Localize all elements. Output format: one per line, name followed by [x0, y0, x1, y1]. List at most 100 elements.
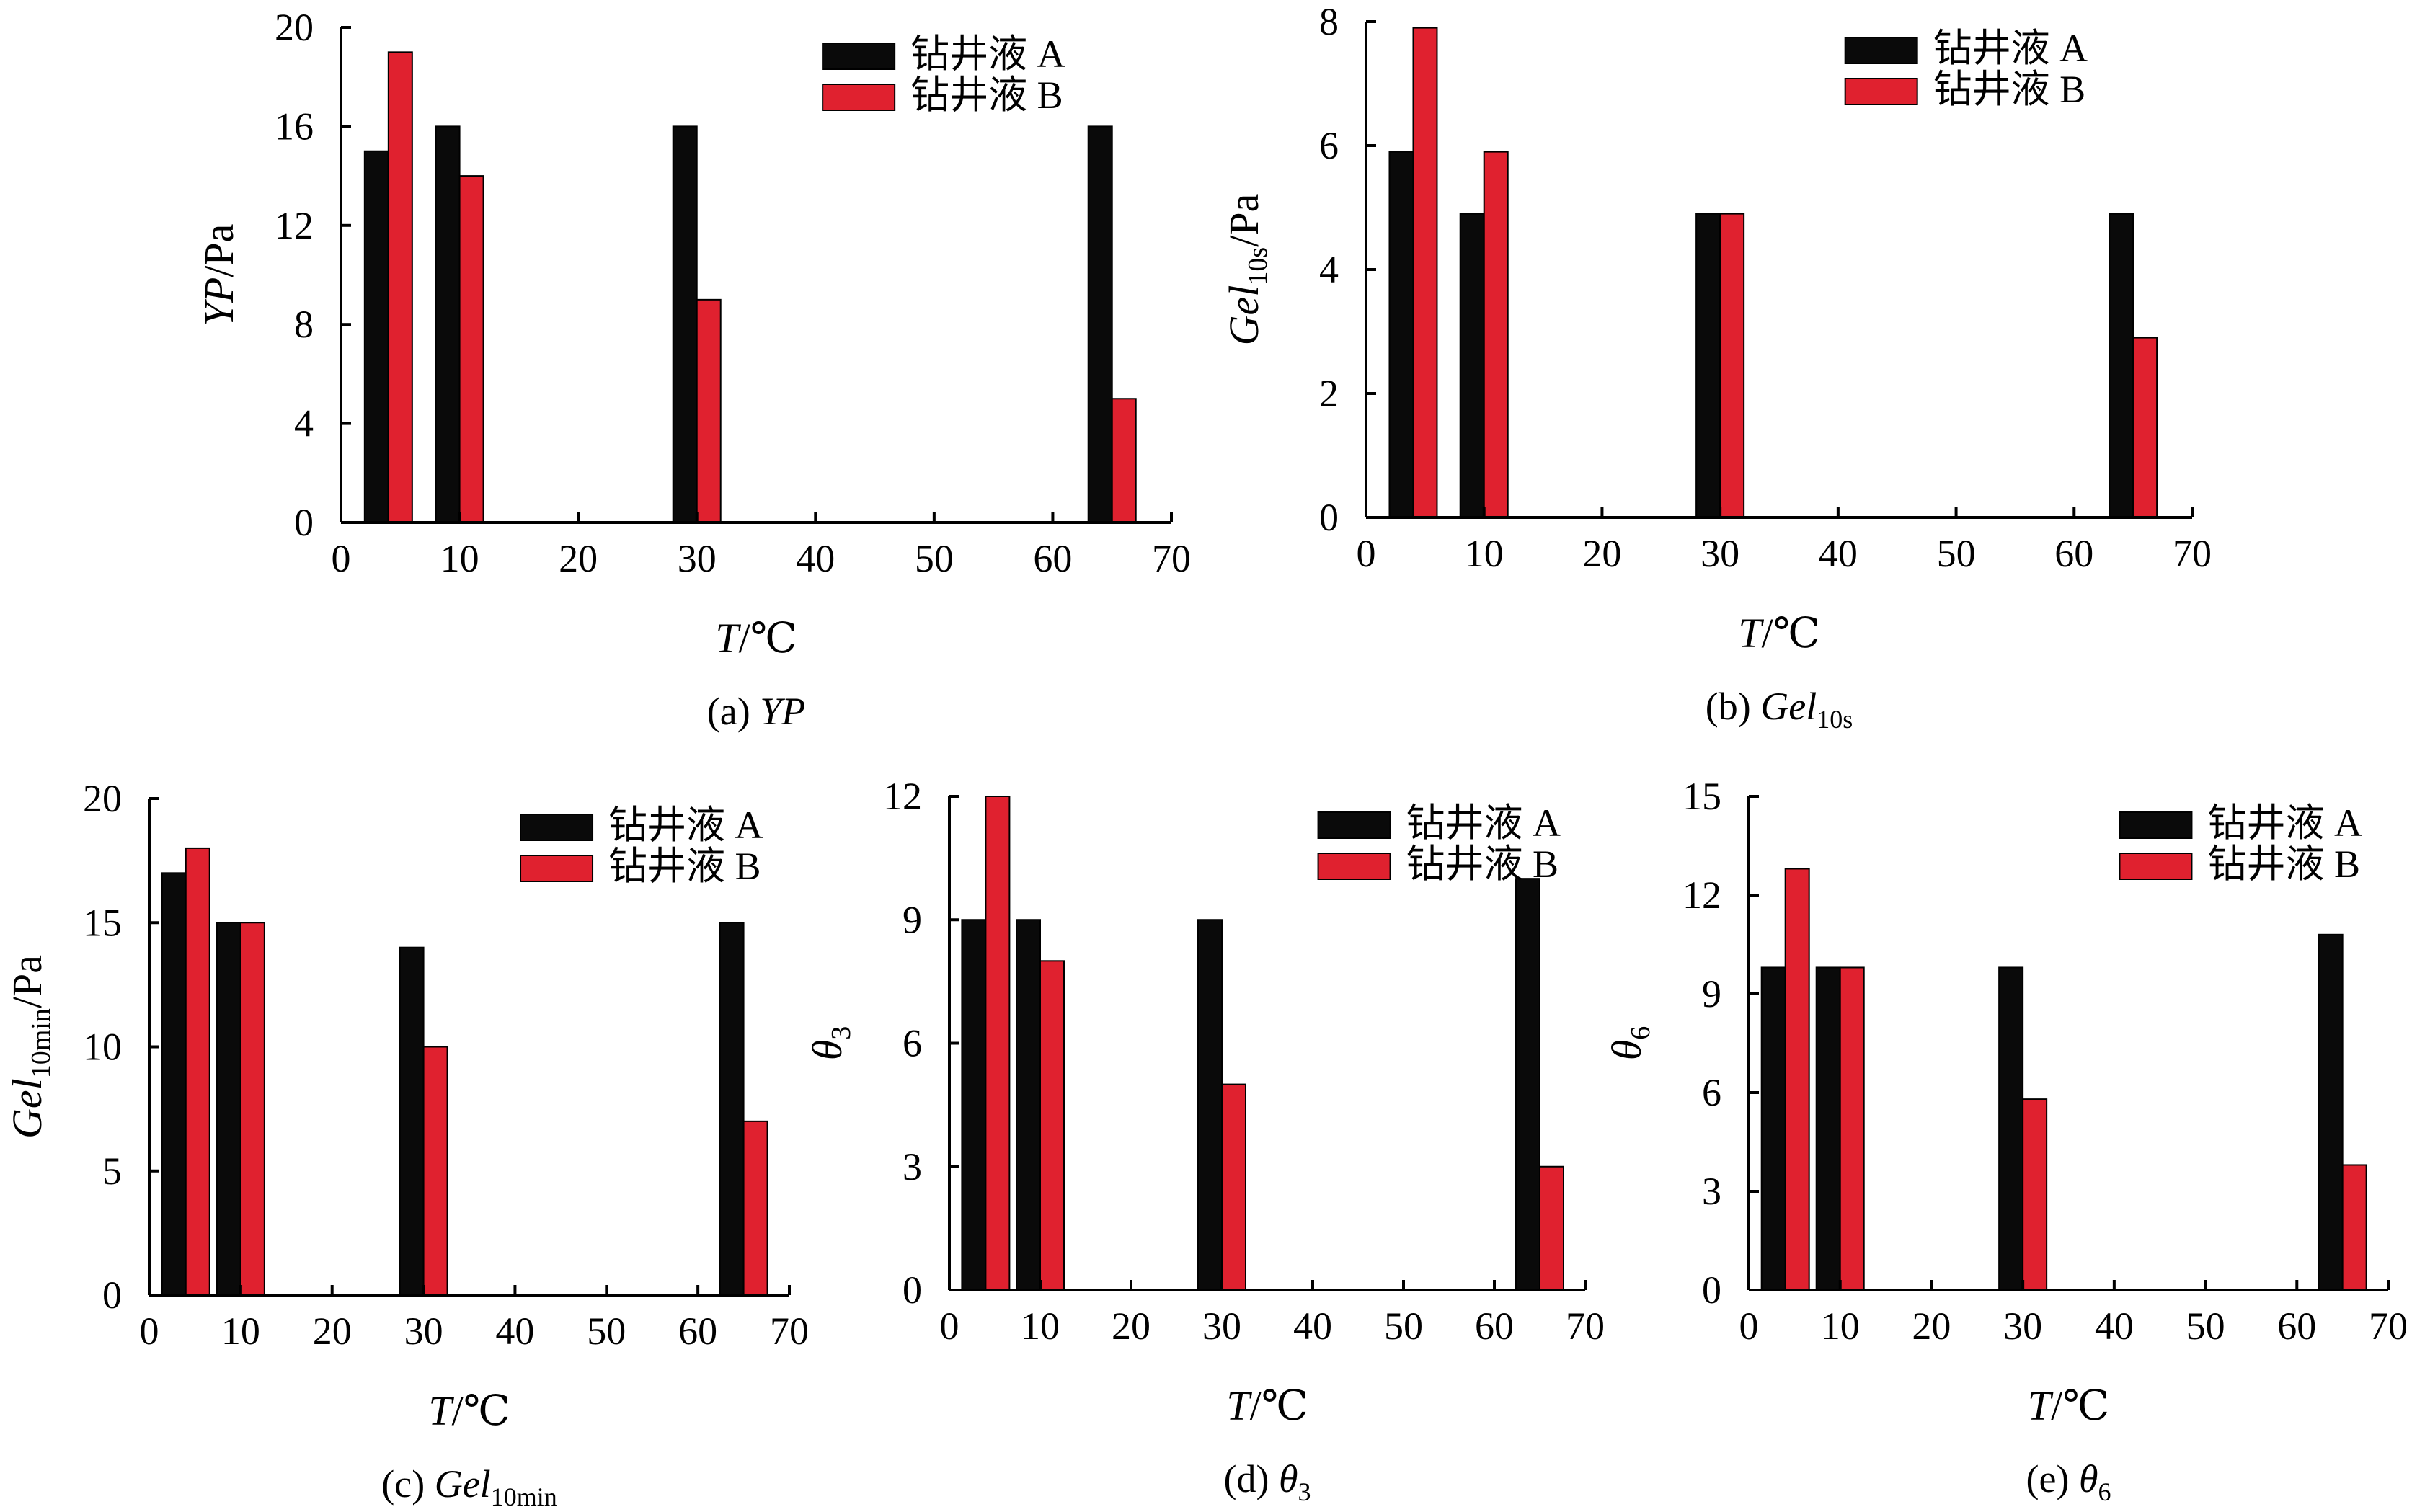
y-tick-label: 12: [883, 775, 922, 818]
y-tick-label: 6: [1702, 1071, 1721, 1114]
bar-b-0: [1412, 27, 1438, 519]
chart-caption: (d) θ3: [1224, 1457, 1311, 1506]
bar-b-2: [422, 1046, 448, 1296]
bar-b-1: [458, 175, 484, 523]
y-tick-label: 3: [903, 1145, 922, 1188]
x-tick-label: 20: [1582, 532, 1621, 575]
bar-b-0: [387, 51, 413, 524]
y-axis-label: θ6: [1603, 1026, 1656, 1061]
y-tick-label: 4: [294, 402, 314, 445]
bar-b-2: [1221, 1083, 1246, 1291]
y-tick-label: 8: [294, 303, 314, 346]
bar-b-2: [2022, 1098, 2048, 1291]
bar-b-3: [742, 1120, 768, 1296]
x-tick-label: 20: [559, 537, 598, 580]
x-tick-label: 30: [1202, 1304, 1241, 1348]
legend-label-a: 钻井液 A: [2207, 801, 2362, 845]
x-tick-label: 60: [2054, 532, 2093, 575]
bar-a-3: [719, 922, 745, 1296]
bar-a-0: [363, 150, 389, 523]
chart-panel-2: 0 10 20 30 40 50 60 70 0 2 4 6 8 T/℃ Gel10s/Pa (b) Gel1…: [1220, 0, 2212, 734]
y-tick-label: 20: [83, 777, 122, 820]
bar-b-2: [696, 298, 722, 523]
x-tick-label: 30: [404, 1309, 443, 1353]
x-tick-label: 0: [140, 1309, 159, 1353]
bar-a-3: [2109, 213, 2134, 518]
bar-a-1: [1459, 213, 1485, 518]
chart-panel-3: 0 10 20 30 40 50 60 70 0 5 10 15 20 T/℃ Gel10min/Pa (c)…: [4, 777, 809, 1511]
x-tick-label: 50: [1384, 1304, 1423, 1348]
y-tick-label: 8: [1319, 0, 1339, 43]
chart-panel-1: 0 10 20 30 40 50 60 70 0 4 8 12 16 20 T/℃ YP/Pa (a) YP 钻井…: [195, 6, 1191, 733]
legend-label-a: 钻井液 A: [1406, 801, 1561, 845]
bar-a-3: [1087, 125, 1113, 523]
x-tick-label: 30: [2003, 1304, 2042, 1348]
y-tick-label: 12: [1682, 873, 1721, 917]
bar-a-1: [1815, 966, 1841, 1291]
bar-a-0: [1388, 151, 1414, 518]
x-tick-label: 20: [1112, 1304, 1150, 1348]
y-axis-label: θ3: [804, 1026, 856, 1061]
bar-b-1: [1039, 960, 1065, 1291]
bar-b-3: [1111, 398, 1137, 523]
x-tick-label: 20: [1912, 1304, 1951, 1348]
bar-a-3: [1515, 878, 1540, 1291]
chart-panel-4: 0 10 20 30 40 50 60 70 0 3 6 9 12 T/℃ θ3 (d) θ3 钻井液 A钻井液…: [804, 775, 1605, 1506]
y-tick-label: 16: [275, 104, 314, 148]
bar-a-1: [1016, 919, 1041, 1291]
chart-caption: (b) Gel10s: [1706, 685, 1853, 734]
chart-panel-5: 0 10 20 30 40 50 60 70 0 3 6 9 12 15 T/℃ θ6 (e) θ6 钻井液 A钻…: [1603, 775, 2408, 1506]
bar-a-0: [961, 919, 987, 1291]
legend-swatch-a: [520, 814, 594, 841]
legend-swatch-a: [822, 43, 896, 70]
x-tick-label: 10: [1465, 532, 1504, 575]
bar-a-2: [672, 125, 698, 523]
x-tick-label: 10: [440, 537, 479, 580]
x-tick-label: 60: [2277, 1304, 2316, 1348]
y-axis-label: Gel10min/Pa: [4, 955, 56, 1139]
legend-swatch-b: [1317, 853, 1391, 880]
bar-a-0: [161, 872, 187, 1296]
y-tick-label: 0: [102, 1273, 122, 1317]
y-tick-label: 12: [275, 204, 314, 247]
bar-b-0: [985, 796, 1011, 1291]
x-tick-label: 40: [1819, 532, 1858, 575]
chart-caption: (a) YP: [707, 690, 805, 733]
chart-caption: (c) Gel10min: [381, 1462, 557, 1511]
y-axis-label: Gel10s/Pa: [1220, 194, 1273, 346]
legend-label-a: 钻井液 A: [910, 32, 1065, 76]
x-tick-label: 40: [796, 537, 835, 580]
legend-swatch-a: [1317, 811, 1391, 839]
legend-label-b: 钻井液 B: [910, 74, 1063, 117]
legend-label-b: 钻井液 B: [2207, 842, 2360, 886]
x-tick-label: 40: [1293, 1304, 1332, 1348]
x-axis-label: T/℃: [715, 615, 797, 662]
y-tick-label: 15: [1682, 775, 1721, 818]
y-tick-label: 0: [1319, 496, 1339, 539]
legend-label-a: 钻井液 A: [608, 804, 763, 847]
x-axis-label: T/℃: [428, 1387, 510, 1434]
x-tick-label: 50: [2186, 1304, 2225, 1348]
x-tick-label: 50: [587, 1309, 626, 1353]
x-axis-label: T/℃: [2028, 1382, 2109, 1429]
x-tick-label: 60: [1475, 1304, 1514, 1348]
x-tick-label: 70: [2369, 1304, 2408, 1348]
y-tick-label: 0: [903, 1268, 922, 1312]
x-tick-label: 70: [1152, 537, 1191, 580]
x-tick-label: 40: [495, 1309, 534, 1353]
x-tick-label: 70: [770, 1309, 809, 1353]
y-tick-label: 6: [903, 1022, 922, 1065]
bar-b-0: [185, 847, 210, 1296]
x-tick-label: 60: [678, 1309, 717, 1353]
x-tick-label: 10: [1021, 1304, 1060, 1348]
bar-b-1: [239, 922, 265, 1296]
bar-b-2: [1719, 213, 1745, 518]
y-axis-label: YP/Pa: [195, 224, 242, 326]
x-tick-label: 50: [915, 537, 954, 580]
bar-a-1: [435, 125, 461, 523]
x-tick-label: 0: [1357, 532, 1376, 575]
y-tick-label: 2: [1319, 372, 1339, 415]
bar-a-2: [1197, 919, 1223, 1291]
x-tick-label: 30: [678, 537, 717, 580]
